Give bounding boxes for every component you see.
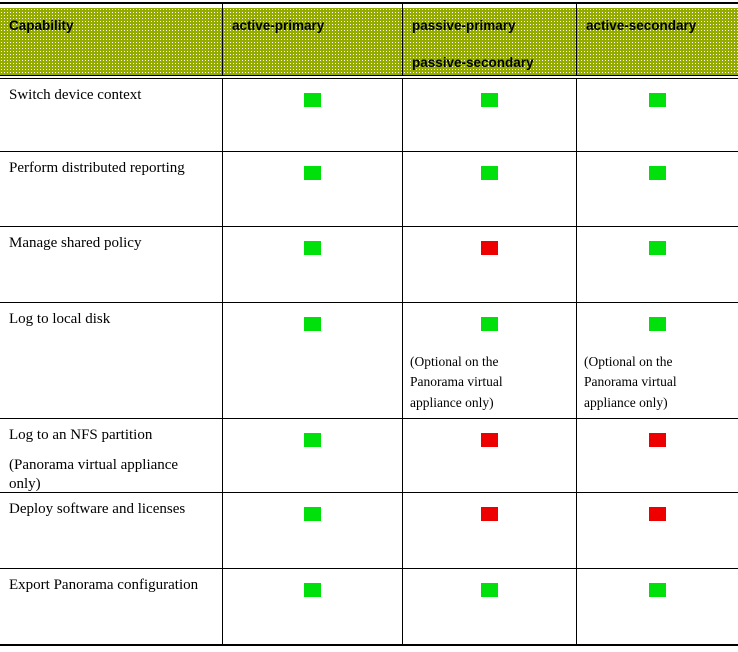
capability-cell: Manage shared policy: [0, 227, 222, 302]
status-note: (Optional on the Panorama virtual applia…: [584, 354, 677, 410]
table-body: Switch device context Perform distribute…: [0, 79, 738, 646]
header-band: Capability: [0, 8, 222, 75]
status-cell: [576, 79, 738, 151]
table-row: Log to local disk (Optional on the Panor…: [0, 303, 738, 419]
capability-label: Export Panorama configuration: [9, 577, 199, 593]
status-cell: (Optional on the Panorama virtual applia…: [402, 303, 576, 418]
status-square-icon: [481, 317, 498, 331]
status-cell: [222, 227, 402, 302]
table-top-border: [0, 2, 738, 4]
status-square-icon: [304, 317, 321, 331]
status-square-icon: [649, 241, 666, 255]
status-square-icon: [649, 93, 666, 107]
status-square-icon: [481, 241, 498, 255]
capability-cell: Export Panorama configuration: [0, 569, 222, 644]
status-square-icon: [649, 433, 666, 447]
status-cell: [222, 569, 402, 644]
capability-label: Perform distributed reporting: [9, 160, 185, 176]
status-cell: [576, 419, 738, 492]
status-cell: [402, 493, 576, 568]
status-square-icon: [481, 93, 498, 107]
capability-cell: Perform distributed reporting: [0, 152, 222, 226]
capability-label: Deploy software and licenses: [9, 501, 186, 517]
status-cell: [222, 79, 402, 151]
header-cell-passive: passive-primary passive-secondary: [402, 4, 576, 75]
status-square-icon: [304, 166, 321, 180]
status-cell: (Optional on the Panorama virtual applia…: [576, 303, 738, 418]
status-square-icon: [649, 583, 666, 597]
status-square-icon: [649, 317, 666, 331]
status-note: (Optional on the Panorama virtual applia…: [410, 354, 503, 410]
status-square-icon: [304, 433, 321, 447]
status-cell: [576, 227, 738, 302]
status-square-icon: [481, 507, 498, 521]
status-cell: [576, 569, 738, 644]
status-cell: [402, 419, 576, 492]
status-square-icon: [481, 433, 498, 447]
header-label-passive-secondary: passive-secondary: [412, 54, 534, 70]
status-cell: [576, 152, 738, 226]
status-square-icon: [304, 507, 321, 521]
status-square-icon: [304, 583, 321, 597]
capability-cell: Log to an NFS partition (Panorama virtua…: [0, 419, 222, 492]
capability-label: Log to an NFS partition: [9, 427, 153, 443]
status-cell: [402, 152, 576, 226]
table-row: Deploy software and licenses: [0, 493, 738, 569]
capability-label-line2: (Panorama virtual appliance only): [9, 456, 179, 493]
status-square-icon: [649, 166, 666, 180]
capability-cell: Switch device context: [0, 79, 222, 151]
status-cell: [222, 493, 402, 568]
header-cell-active-secondary: active-secondary: [576, 4, 738, 75]
status-cell: [222, 419, 402, 492]
header-cell-capability: Capability: [0, 4, 222, 75]
capability-label: Manage shared policy: [9, 235, 142, 251]
table-row: Perform distributed reporting: [0, 152, 738, 227]
capability-label: Log to local disk: [9, 311, 111, 327]
header-band: passive-primary passive-secondary: [403, 8, 576, 75]
header-label-passive-primary: passive-primary: [412, 18, 516, 33]
table-row: Log to an NFS partition (Panorama virtua…: [0, 419, 738, 493]
capability-cell: Deploy software and licenses: [0, 493, 222, 568]
table-row: Export Panorama configuration: [0, 569, 738, 644]
status-cell: [402, 569, 576, 644]
status-square-icon: [481, 583, 498, 597]
header-band: active-secondary: [577, 8, 738, 75]
header-band: active-primary: [223, 8, 402, 75]
status-cell: [402, 227, 576, 302]
header-label-active-secondary: active-secondary: [586, 18, 697, 33]
capability-label: Switch device context: [9, 87, 142, 103]
status-square-icon: [649, 507, 666, 521]
status-square-icon: [481, 166, 498, 180]
header-label-capability: Capability: [9, 18, 74, 33]
table-row: Switch device context: [0, 79, 738, 152]
table-header-row: Capability active-primary passive-primar…: [0, 4, 738, 79]
status-square-icon: [304, 93, 321, 107]
table-row: Manage shared policy: [0, 227, 738, 303]
capability-cell: Log to local disk: [0, 303, 222, 418]
header-cell-active-primary: active-primary: [222, 4, 402, 75]
status-square-icon: [304, 241, 321, 255]
status-cell: [576, 493, 738, 568]
header-label-active-primary: active-primary: [232, 18, 325, 33]
status-cell: [402, 79, 576, 151]
status-cell: [222, 152, 402, 226]
status-cell: [222, 303, 402, 418]
